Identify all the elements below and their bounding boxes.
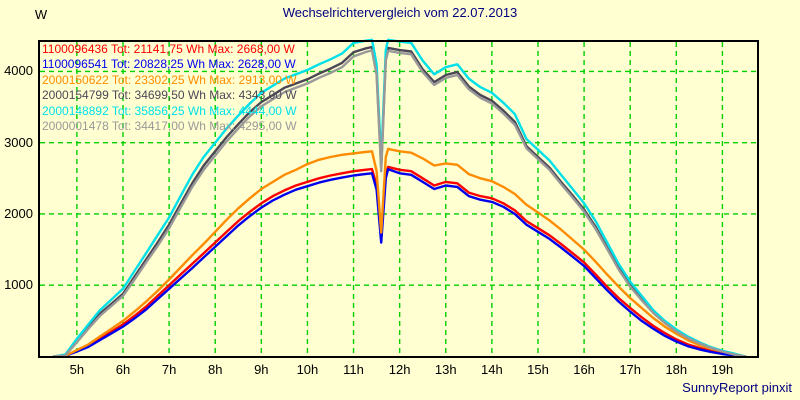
x-tick-label: 13h [434,362,457,377]
x-tick-label: 9h [254,362,269,377]
x-tick-label: 16h [573,362,595,377]
x-tick-label: 8h [207,362,223,377]
x-tick-label: 5h [69,362,85,377]
x-tick-label: 18h [665,362,688,377]
legend-row: 2000001478 Tot: 34417,00 Wh Max: 4295,00… [42,119,297,134]
series-line-2000001478 [52,49,747,358]
x-tick-label: 14h [481,362,503,377]
y-tick-label: 3000 [4,134,33,150]
series-line-1100096541 [52,167,747,358]
x-tick-label: 7h [161,362,177,377]
plot-area [38,38,759,358]
legend: 1100096436 Tot: 21141,75 Wh Max: 2668,00… [42,41,297,134]
legend-row: 1100096541 Tot: 20828,25 Wh Max: 2628,00… [42,57,296,72]
x-tick-label: 19h [711,362,734,377]
x-tick-label: 10h [296,362,319,377]
y-tick-label: 1000 [4,277,33,293]
legend-row: 1100096436 Tot: 21141,75 Wh Max: 2668,00… [42,41,295,56]
legend-row: 2000154799 Tot: 34699,50 Wh Max: 4343,00… [42,88,297,103]
y-tick-label: 2000 [4,205,33,221]
plot-border [38,40,759,358]
x-tick-label: 11h [343,362,364,377]
legend-row: 2000148892 Tot: 35856,25 Wh Max: 4444,00… [42,103,297,118]
series-line-2000150622 [52,147,747,358]
credit-text: SunnyReport pinxit [682,380,792,395]
x-tick-label: 6h [115,362,131,377]
x-tick-label: 12h [388,362,411,377]
x-tick-label: 17h [619,362,642,377]
y-tick-label: 4000 [4,63,33,79]
chart-title: Wechselrichtervergleich vom 22.07.2013 [282,5,518,20]
x-tick-label: 15h [527,362,549,377]
legend-row: 2000150622 Tot: 23302,25 Wh Max: 2913,00… [42,72,297,87]
series-line-2000148892 [52,38,747,358]
y-axis-unit-label: W [34,7,48,22]
